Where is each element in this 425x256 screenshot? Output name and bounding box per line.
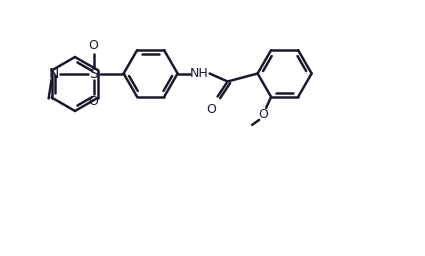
- Text: O: O: [207, 103, 217, 116]
- Text: S: S: [89, 67, 98, 80]
- Text: N: N: [48, 67, 59, 80]
- Text: O: O: [89, 95, 99, 108]
- Text: O: O: [89, 39, 99, 52]
- Text: NH: NH: [190, 67, 209, 80]
- Text: O: O: [258, 108, 268, 121]
